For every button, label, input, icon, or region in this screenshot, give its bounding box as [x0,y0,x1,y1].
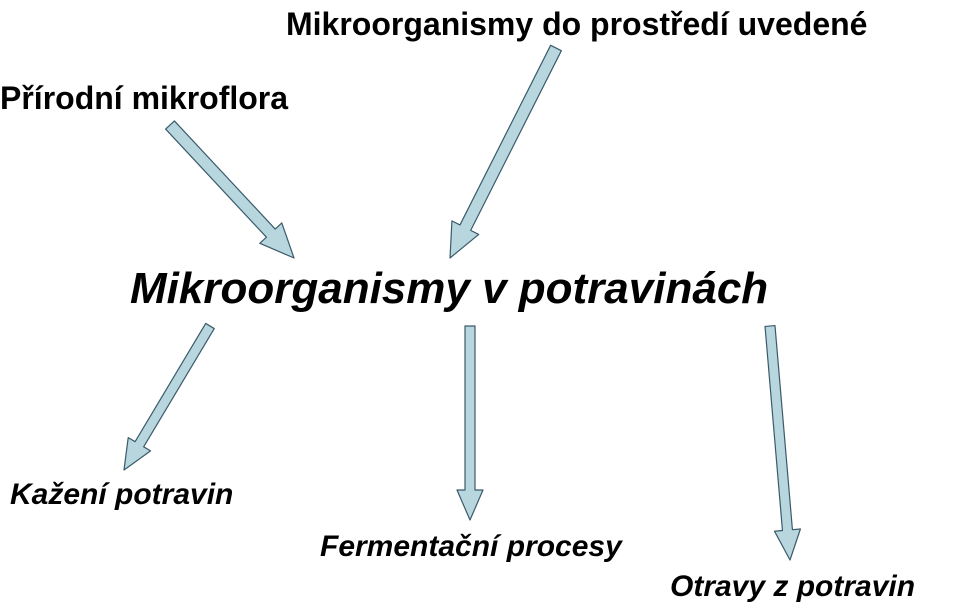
arrow-center-to-bottom-l [124,323,214,470]
arrow-top-left-to-center [166,121,294,258]
arrow-center-to-bottom-r [765,326,800,560]
arrows-layer [0,0,960,606]
arrow-center-to-bottom-m [457,326,483,520]
arrow-top-right-to-center [450,45,561,258]
